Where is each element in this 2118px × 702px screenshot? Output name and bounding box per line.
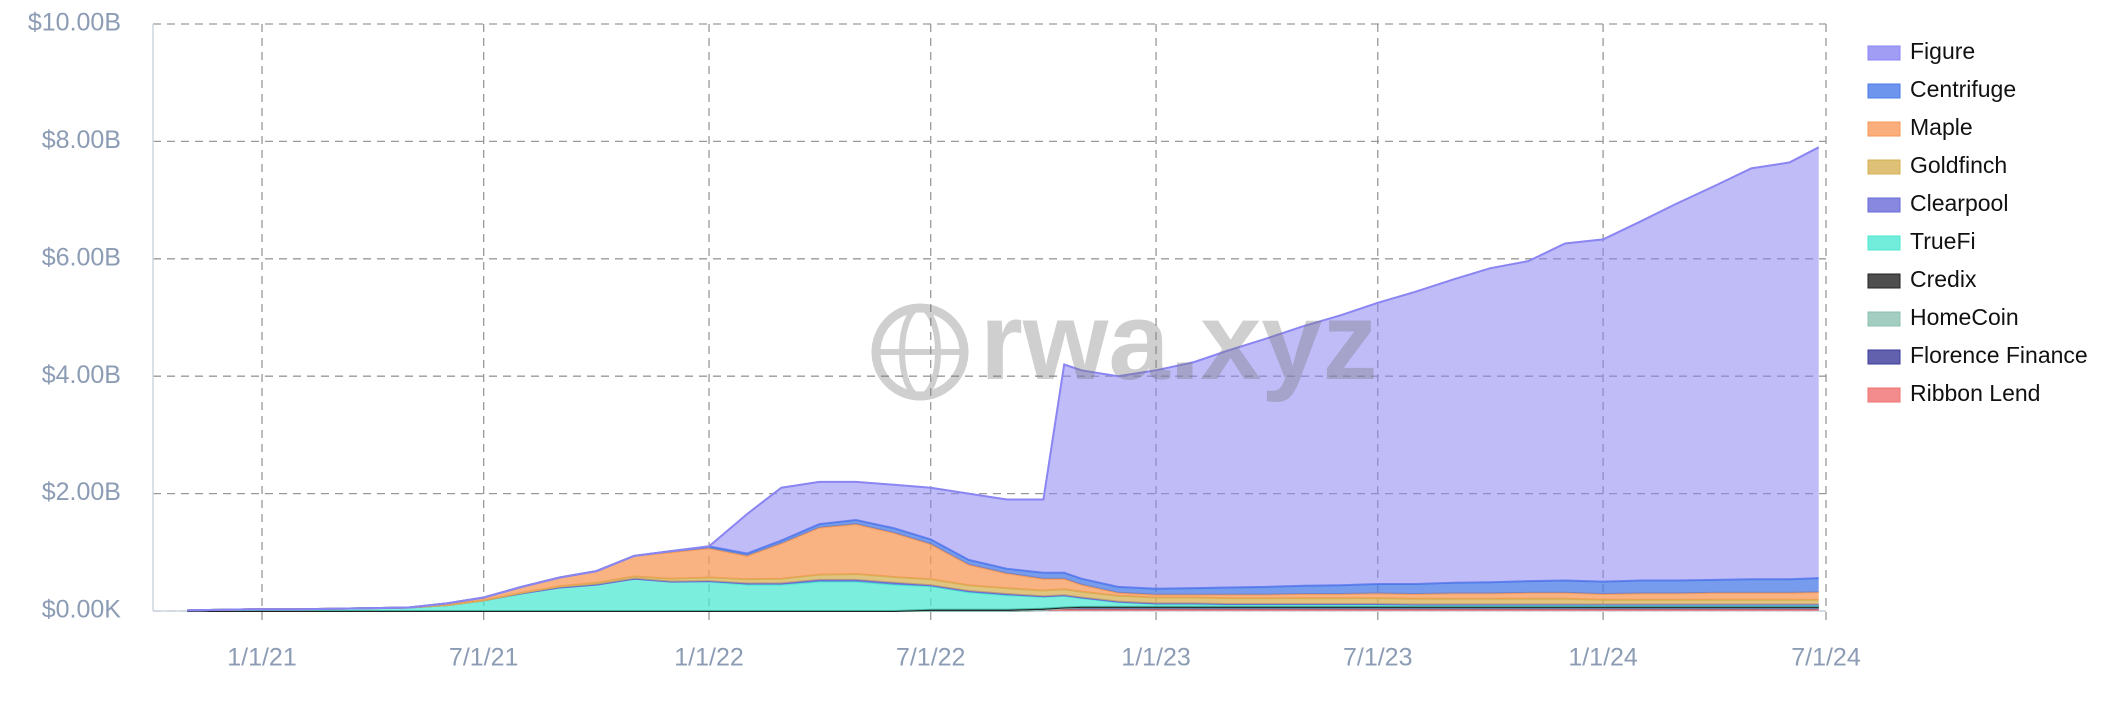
legend-label: Ribbon Lend: [1910, 380, 2040, 406]
y-tick-label: $8.00B: [42, 126, 121, 154]
x-tick-label: 7/1/24: [1791, 644, 1861, 672]
x-tick-label: 1/1/21: [227, 644, 297, 672]
legend-swatch: [1867, 121, 1901, 137]
legend-label: Credix: [1910, 266, 1977, 292]
legend-swatch: [1867, 45, 1901, 61]
y-tick-label: $2.00B: [42, 478, 121, 506]
y-tick-label: $0.00K: [42, 596, 122, 624]
x-tick-label: 1/1/23: [1121, 644, 1191, 672]
legend-label: Figure: [1910, 38, 1975, 64]
legend-swatch: [1867, 273, 1901, 289]
y-tick-label: $4.00B: [42, 361, 121, 389]
watermark: rwa.xyz: [871, 280, 1377, 403]
legend-swatch: [1867, 349, 1901, 365]
x-tick-label: 1/1/22: [674, 644, 744, 672]
legend-swatch: [1867, 387, 1901, 403]
legend-swatch: [1867, 197, 1901, 213]
y-tick-label: $6.00B: [42, 243, 121, 271]
legend-swatch: [1867, 311, 1901, 327]
area: [187, 147, 1819, 611]
legend-label: HomeCoin: [1910, 304, 2019, 330]
area: [187, 520, 1819, 611]
legend-swatch: [1867, 83, 1901, 99]
area-edge: [187, 146, 1820, 612]
legend-label: TrueFi: [1910, 228, 1976, 254]
watermark-text: rwa.xyz: [980, 280, 1377, 403]
legend-label: Maple: [1910, 114, 1973, 140]
legend-swatch: [1867, 235, 1901, 251]
x-tick-label: 7/1/21: [449, 644, 519, 672]
legend-swatch: [1867, 159, 1901, 175]
x-tick-label: 7/1/23: [1343, 644, 1413, 672]
legend-label: Florence Finance: [1910, 342, 2088, 368]
legend-label: Centrifuge: [1910, 76, 2016, 102]
legend-label: Goldfinch: [1910, 152, 2007, 178]
legend-label: Clearpool: [1910, 190, 2008, 216]
x-tick-label: 7/1/22: [896, 644, 966, 672]
area: [187, 578, 1819, 611]
y-tick-label: $10.00B: [28, 9, 121, 37]
x-tick-label: 1/1/24: [1568, 644, 1638, 672]
